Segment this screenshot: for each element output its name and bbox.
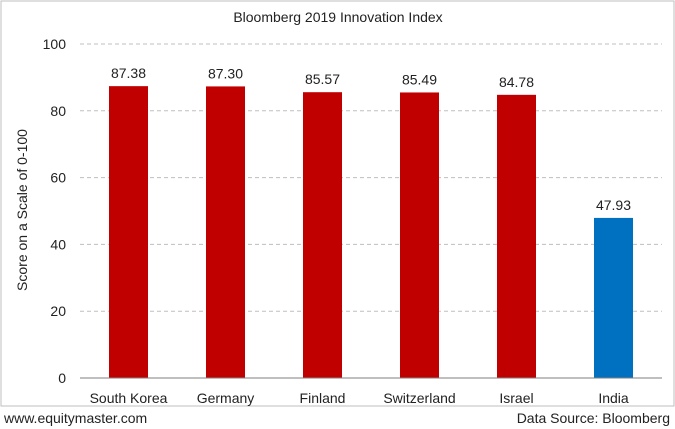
- y-axis-label: Score on a Scale of 0-100: [14, 129, 30, 291]
- x-tick-label: India: [598, 390, 629, 406]
- y-axis: 0 20 40 60 80 100: [43, 36, 67, 386]
- chart-title: Bloomberg 2019 Innovation Index: [233, 9, 442, 25]
- bar: [303, 92, 342, 378]
- x-axis-labels: South Korea Germany Finland Switzerland Isra…: [90, 390, 629, 406]
- data-label: 84.78: [499, 74, 534, 90]
- y-tick-label: 100: [43, 36, 67, 52]
- y-tick-label: 60: [50, 170, 66, 186]
- x-tick-label: South Korea: [90, 390, 168, 406]
- x-tick-label: Germany: [197, 390, 255, 406]
- data-label: 85.57: [305, 71, 340, 87]
- x-tick-label: Finland: [300, 390, 346, 406]
- data-label: 87.30: [208, 65, 243, 81]
- data-label: 87.38: [111, 65, 146, 81]
- footer-source-site: www.equitymaster.com: [3, 410, 147, 426]
- bars: [109, 86, 633, 378]
- footer-data-source: Data Source: Bloomberg: [517, 410, 670, 426]
- x-tick-label: Switzerland: [383, 390, 455, 406]
- bar: [206, 86, 245, 378]
- bar: [400, 92, 439, 378]
- bar: [109, 86, 148, 378]
- data-label: 47.93: [596, 197, 631, 213]
- y-tick-label: 40: [50, 236, 66, 252]
- bar: [497, 94, 536, 378]
- x-tick-label: Israel: [499, 390, 533, 406]
- data-label: 85.49: [402, 71, 437, 87]
- value-labels: 87.38 87.30 85.57 85.49 84.78 47.93: [111, 65, 631, 213]
- y-tick-label: 80: [50, 103, 66, 119]
- y-tick-label: 0: [58, 370, 66, 386]
- gridlines: [80, 43, 662, 312]
- bar: [594, 217, 633, 378]
- y-tick-label: 20: [50, 303, 66, 319]
